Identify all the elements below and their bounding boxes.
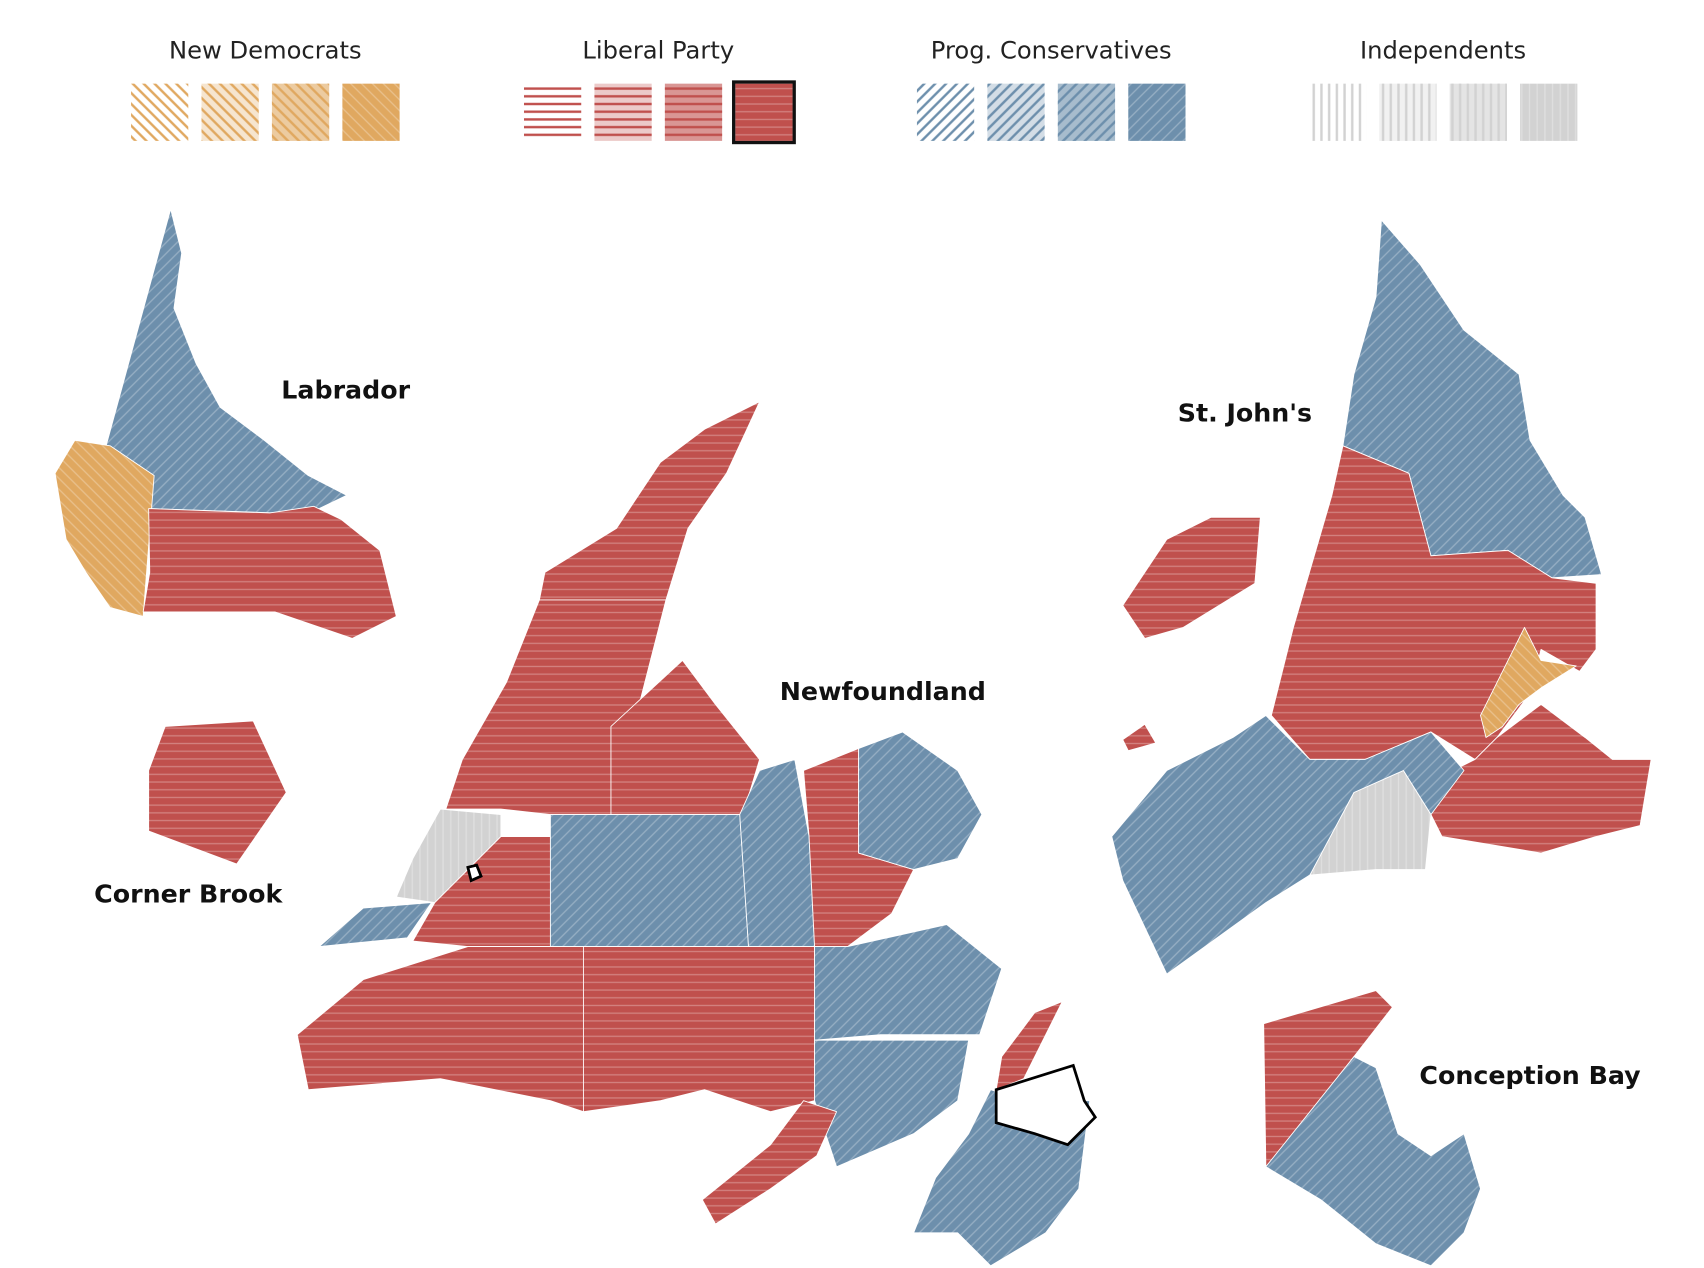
region-label: Newfoundland	[780, 677, 986, 706]
swatch-stripes	[664, 83, 723, 141]
map-labels: Labrador Corner Brook Newfoundland St. J…	[94, 375, 1641, 1090]
legend-swatch[interactable]	[131, 83, 189, 141]
legend-swatch[interactable]	[1308, 83, 1367, 141]
region-label: St. John's	[1178, 399, 1312, 428]
legend-title: New Democrats	[169, 36, 362, 64]
swatch-selected	[732, 80, 796, 145]
district[interactable]	[1122, 516, 1261, 639]
swatch-fill	[735, 83, 793, 141]
district[interactable]	[296, 946, 584, 1113]
swatch-fill	[1128, 83, 1186, 141]
swatch-stripes	[131, 83, 189, 141]
legend-swatch[interactable]	[201, 83, 259, 141]
district[interactable]	[1265, 1056, 1481, 1267]
district[interactable]	[148, 720, 287, 865]
swatch-fill	[1520, 83, 1578, 141]
swatch-stripes	[594, 83, 652, 141]
swatch-stripes	[1449, 83, 1507, 141]
legend-swatch[interactable]	[342, 83, 400, 141]
district[interactable]	[538, 401, 760, 601]
legend-swatch[interactable]	[987, 83, 1045, 141]
legend-swatch[interactable]	[1520, 83, 1578, 141]
legend-swatch[interactable]	[1449, 83, 1507, 141]
corner-brook-outline	[466, 863, 483, 883]
legend-swatch[interactable]	[664, 83, 723, 141]
legend-swatch[interactable]	[1057, 83, 1116, 141]
legend-swatch[interactable]	[594, 83, 652, 141]
legend-swatch[interactable]	[523, 83, 582, 141]
region-label: Corner Brook	[94, 880, 283, 909]
region-label: Conception Bay	[1419, 1061, 1641, 1090]
st-johns-outline	[994, 1063, 1098, 1147]
district[interactable]	[318, 902, 432, 948]
swatch-stripes	[271, 83, 330, 141]
district[interactable]	[1480, 626, 1577, 738]
legend: New Democrats Liberal Party Prog. Conser…	[131, 36, 1578, 145]
legend-swatch[interactable]	[1379, 83, 1437, 141]
district[interactable]	[54, 439, 155, 617]
swatch-stripes	[1308, 83, 1367, 141]
legend-title: Independents	[1360, 36, 1526, 64]
district[interactable]	[1111, 715, 1465, 975]
district[interactable]	[1342, 219, 1603, 579]
swatch-fill	[342, 83, 400, 141]
legend-title: Prog. Conservatives	[931, 36, 1172, 64]
swatch-stripes	[1057, 83, 1116, 141]
region-label: Labrador	[281, 375, 410, 404]
swatch-stripes	[523, 83, 582, 141]
district[interactable]	[549, 814, 749, 948]
legend-swatch[interactable]	[732, 80, 796, 145]
legend-swatch[interactable]	[916, 83, 975, 141]
district[interactable]	[582, 946, 816, 1113]
district[interactable]	[858, 731, 983, 870]
regions	[54, 208, 1652, 1267]
legend-swatch[interactable]	[1128, 83, 1186, 141]
swatch-stripes	[201, 83, 259, 141]
district[interactable]	[142, 505, 397, 639]
district[interactable]	[1122, 723, 1157, 752]
swatch-stripes	[1379, 83, 1437, 141]
swatch-stripes	[916, 83, 975, 141]
legend-swatch[interactable]	[271, 83, 330, 141]
district[interactable]	[814, 1039, 970, 1168]
legend-title: Liberal Party	[582, 36, 734, 64]
swatch-stripes	[987, 83, 1045, 141]
district[interactable]	[814, 924, 1003, 1041]
district[interactable]	[701, 1100, 838, 1225]
